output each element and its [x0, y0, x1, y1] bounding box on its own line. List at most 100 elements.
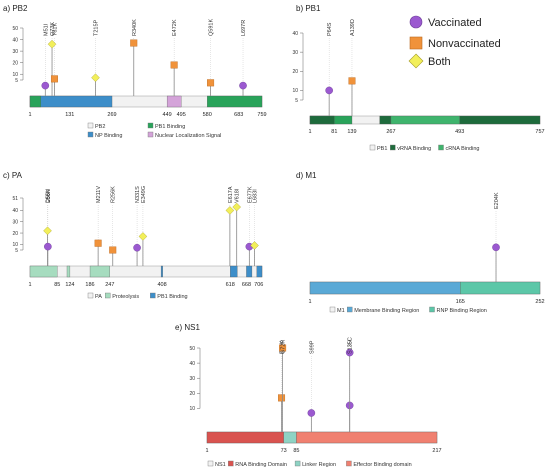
- lollipop-marker-q73k: [47, 39, 57, 49]
- legend-swatch: [87, 122, 94, 129]
- y-tick-label: 40: [12, 37, 18, 43]
- lollipop-marker-s99p: [307, 409, 316, 417]
- mutation-label: L683I: [253, 189, 259, 203]
- lollipop-marker-e472k: [170, 61, 178, 69]
- mutation-label: E617A: [228, 186, 234, 203]
- mutation-label: D55N: [46, 189, 52, 203]
- legend-swatch: [346, 460, 352, 467]
- panel-pb2: a) PB2 510 20 30 40 50 1 131 269 449 495 580 683 759 M…: [3, 4, 267, 139]
- legend-label: RNP Binding Region: [437, 308, 487, 314]
- legend-swatch: [147, 131, 154, 138]
- y-tick-label: 30: [12, 220, 18, 226]
- legend-label: PB1 Binding: [155, 124, 185, 130]
- legend-swatch: [390, 144, 396, 151]
- domain-pb1-binding: [160, 265, 163, 278]
- domain-vrna-binding: [379, 115, 392, 125]
- legend-label: cRNA Binding: [446, 146, 480, 152]
- x-tick-label: 683: [234, 112, 243, 118]
- x-tick-label: 706: [254, 282, 263, 288]
- x-tick-label: 580: [203, 112, 212, 118]
- domain-pb1-binding: [256, 265, 263, 278]
- lollipop-marker-t215p: [91, 73, 100, 82]
- panel-title: b) PB1: [296, 4, 321, 13]
- legend-swatch: [429, 306, 435, 313]
- x-tick-label: 165: [456, 299, 465, 305]
- legend-label: vRNA Binding: [397, 146, 431, 152]
- legend-label: RNA Binding Domain: [235, 462, 287, 468]
- domain-crna-binding: [390, 115, 460, 125]
- legend-swatch: [104, 292, 111, 299]
- lollipop-marker-m211v: [94, 239, 102, 247]
- mutation-label: R340K: [132, 19, 138, 36]
- lollipop-marker-q591k: [207, 79, 215, 87]
- x-tick-label: 759: [257, 112, 266, 118]
- y-tick-label: 20: [189, 391, 195, 397]
- lollipop-marker-r340k: [130, 39, 138, 47]
- lollipop-marker-n331s: [133, 243, 141, 252]
- lollipop-marker-g72r: [279, 344, 287, 352]
- mutation-label: T81K: [52, 23, 58, 36]
- panel-title: c) PA: [3, 171, 23, 180]
- legend-label: NP Binding: [95, 133, 122, 139]
- x-tick-label: 267: [386, 129, 395, 135]
- lollipop-marker-m51i: [41, 81, 50, 90]
- mutation-label: Q73K: [50, 22, 56, 36]
- mutation-label: S99P: [309, 340, 315, 354]
- lollipop-marker-l683i: [250, 241, 259, 250]
- lollipop-marker-r256k: [109, 246, 117, 254]
- mutation-label: G72R: [281, 340, 287, 354]
- x-tick-label: 73: [281, 448, 287, 454]
- legend-label: M1: [337, 308, 345, 314]
- y-tick-label: 50: [12, 26, 18, 32]
- y-tick-label: 30: [12, 49, 18, 55]
- mutation-label: T215P: [93, 19, 99, 36]
- legend-swatch: [87, 292, 94, 299]
- mutation-label: L697R: [241, 20, 247, 36]
- legend-label-both: Both: [428, 56, 451, 68]
- y-tick-label: 10: [12, 242, 18, 248]
- panel-pb1: b) PB1 5 10 20 30 40 1 81 139 267 493 757 P64S A139D P…: [292, 4, 544, 152]
- legend-label: Effector Binding domain: [353, 462, 411, 468]
- x-tick-label: 247: [105, 282, 114, 288]
- domain-vrna-binding: [309, 115, 335, 125]
- x-tick-label: 269: [107, 112, 116, 118]
- y-tick-label: 10: [189, 406, 195, 412]
- y-tick-label: 20: [12, 231, 18, 237]
- lollipop-marker-l697r: [239, 81, 247, 90]
- mutation-label: E56K: [46, 189, 52, 203]
- lollipop-marker-d55n: [43, 226, 52, 236]
- mutation-label: R256K: [111, 186, 117, 203]
- y-tick-label: 20: [12, 60, 18, 66]
- y-tick-label: 40: [189, 361, 195, 367]
- mutation-label: S135C: [348, 337, 354, 354]
- mutation-label: E204K: [494, 192, 500, 209]
- x-tick-label: 493: [455, 129, 464, 135]
- x-tick-label: 124: [65, 282, 74, 288]
- x-tick-label: 85: [293, 448, 299, 454]
- legend-swatch: [347, 306, 353, 313]
- x-tick-label: 139: [347, 129, 356, 135]
- x-tick-label: 1: [28, 112, 31, 118]
- domain-membrane-binding-region: [309, 281, 461, 295]
- lollipop-marker-e71k: [278, 394, 286, 402]
- legend-swatch: [207, 460, 214, 467]
- y-tick-label: 51: [12, 196, 18, 202]
- mutation-label: E677K: [247, 186, 253, 203]
- y-tick-label: 5: [15, 78, 18, 84]
- panel-title: a) PB2: [3, 4, 28, 13]
- legend-label: Membrane Binding Region: [354, 308, 419, 314]
- y-tick-label: 50: [189, 346, 195, 352]
- protein-backbone: [29, 265, 263, 278]
- y-tick-label: 5: [15, 248, 18, 254]
- x-tick-label: 217: [432, 448, 441, 454]
- x-tick-label: 668: [242, 282, 251, 288]
- legend-label: Nuclear Localization Signal: [155, 133, 221, 139]
- lollipop-marker-e349g: [138, 232, 148, 241]
- legend-label: Linker Region: [302, 462, 336, 468]
- legend-swatch: [147, 122, 154, 129]
- mutation-label: N331S: [135, 186, 141, 203]
- domain-pb1-binding: [230, 265, 238, 278]
- panel-title: d) M1: [296, 171, 317, 180]
- lollipop-marker-e204k: [492, 243, 500, 252]
